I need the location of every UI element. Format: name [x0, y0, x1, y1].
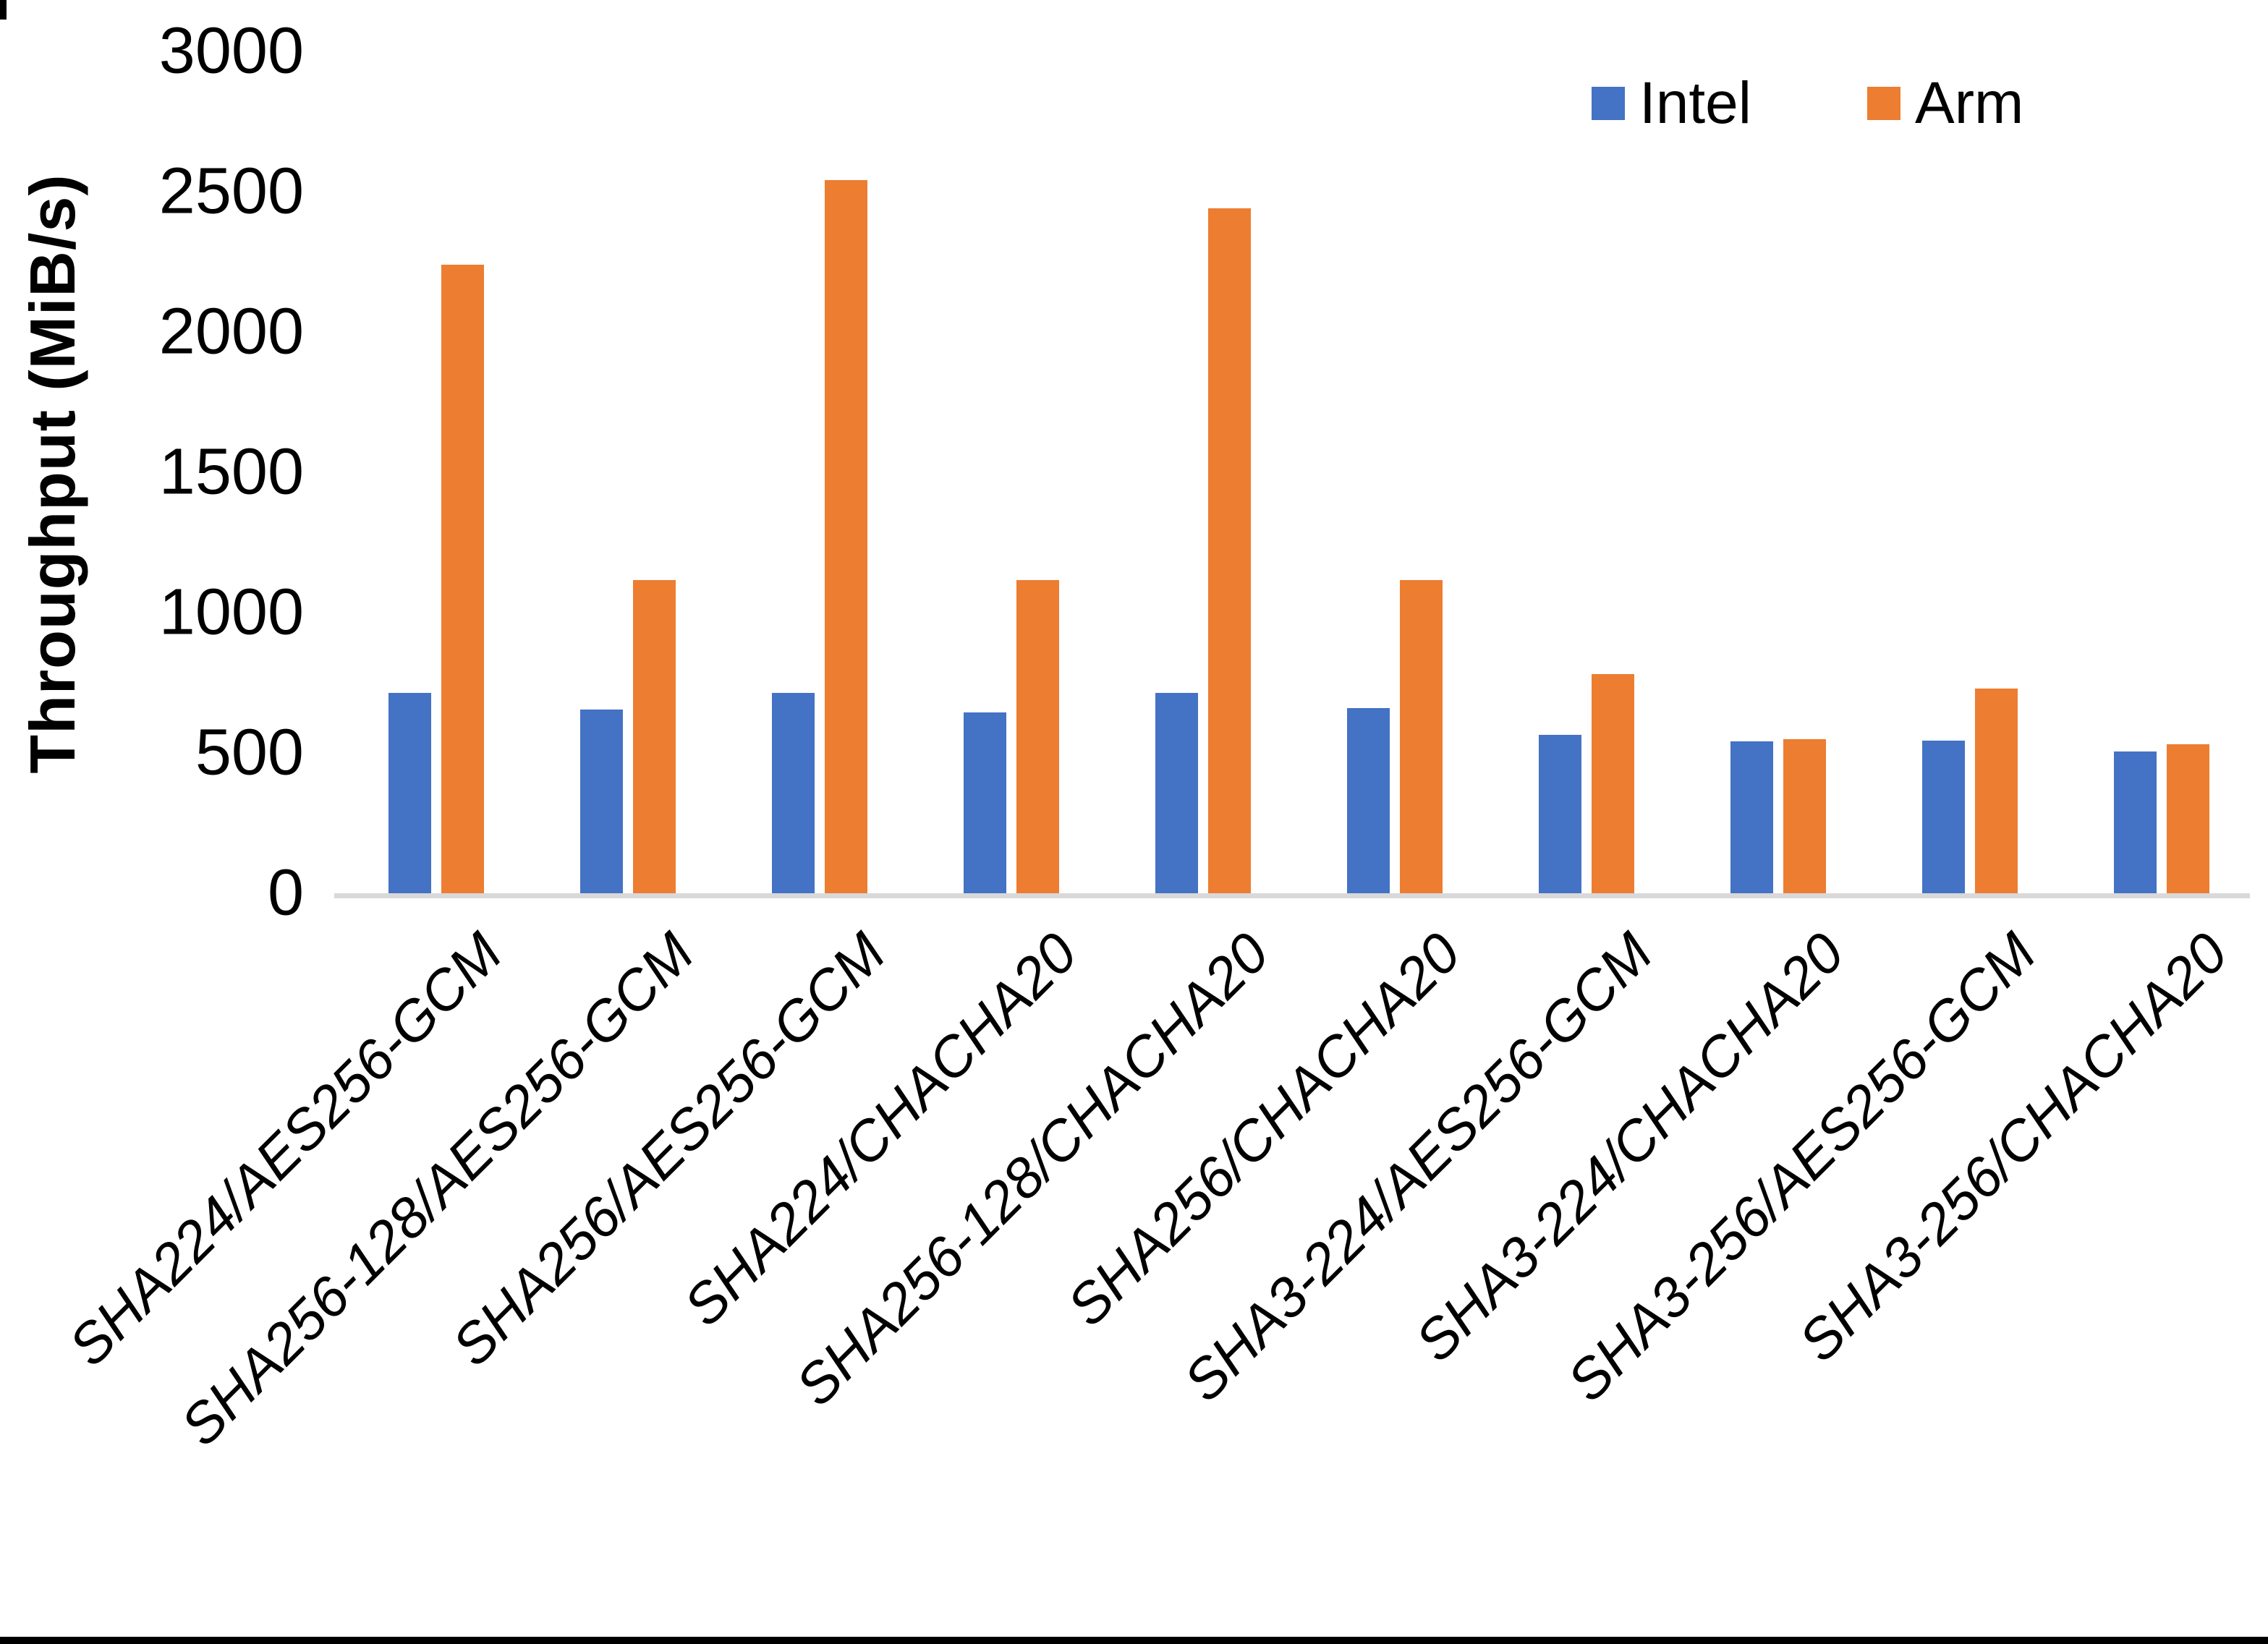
legend-item-arm: Arm: [1867, 69, 2023, 137]
legend-item-intel: Intel: [1592, 69, 1751, 137]
bar-intel-6: [1346, 707, 1390, 893]
bar-intel-2: [579, 709, 623, 893]
bar-arm-4: [1016, 580, 1059, 893]
y-tick-label-2500: 2500: [158, 155, 304, 228]
bar-intel-3: [771, 692, 815, 893]
bar-arm-7: [1591, 674, 1634, 893]
frame-artifact-top-left: [0, 0, 7, 20]
bar-arm-8: [1783, 738, 1826, 893]
bar-arm-1: [441, 264, 484, 893]
bar-arm-2: [632, 580, 676, 893]
bar-intel-8: [1730, 741, 1773, 893]
bar-intel-9: [1921, 740, 1965, 893]
y-tick-label-2000: 2000: [158, 295, 304, 368]
y-tick-label-1500: 1500: [158, 435, 304, 508]
y-tick-label-500: 500: [195, 716, 304, 789]
legend-label-intel: Intel: [1639, 70, 1751, 136]
legend-swatch-arm-icon: [1867, 87, 1900, 120]
bar-arm-10: [2166, 744, 2209, 893]
x-axis-line: [334, 893, 2250, 898]
y-tick-label-1000: 1000: [158, 576, 304, 649]
y-tick-label-0: 0: [267, 856, 304, 929]
legend-swatch-intel-icon: [1592, 87, 1625, 120]
bar-intel-5: [1155, 692, 1198, 893]
bar-intel-1: [388, 692, 431, 893]
bar-intel-4: [963, 712, 1006, 893]
bar-arm-9: [1974, 688, 2018, 893]
bar-arm-5: [1207, 208, 1251, 893]
legend-label-arm: Arm: [1915, 70, 2024, 136]
y-tick-label-3000: 3000: [158, 14, 304, 88]
frame-bottom-border: [0, 1637, 2268, 1644]
plot-area: [334, 51, 2257, 898]
bar-intel-7: [1538, 734, 1581, 893]
bar-arm-6: [1399, 580, 1443, 893]
bar-arm-3: [824, 180, 867, 893]
bar-intel-10: [2113, 751, 2157, 893]
chart-legend: Intel Arm: [1592, 69, 2023, 137]
